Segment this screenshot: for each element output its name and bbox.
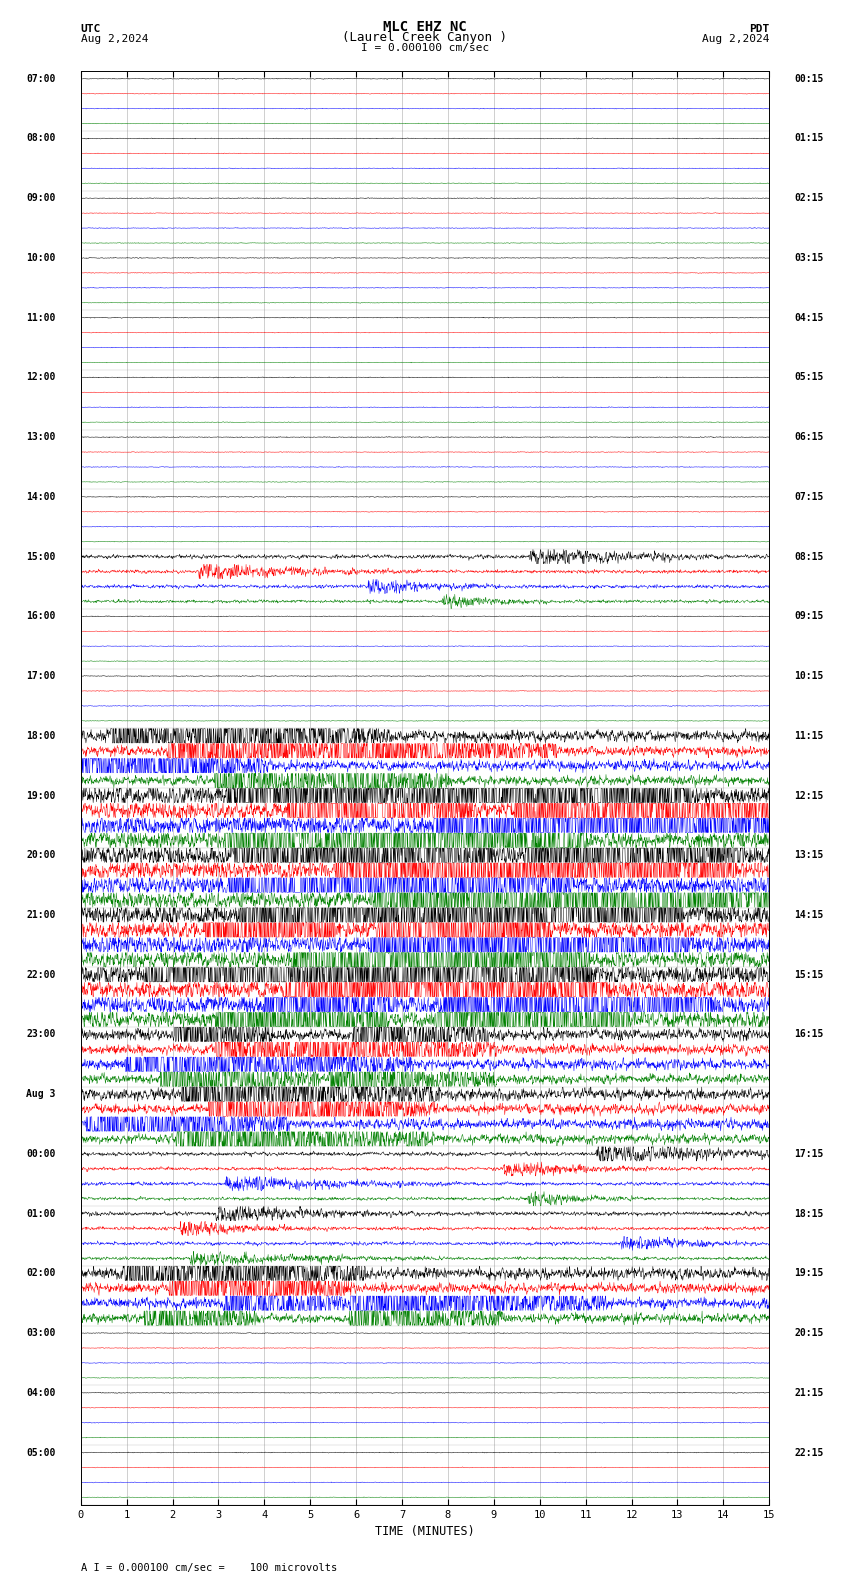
Text: MLC EHZ NC: MLC EHZ NC [383,21,467,33]
Text: 01:00: 01:00 [26,1209,55,1218]
Text: Aug 3: Aug 3 [26,1090,55,1099]
Text: I = 0.000100 cm/sec: I = 0.000100 cm/sec [361,43,489,52]
Text: Aug 2,2024: Aug 2,2024 [702,33,769,43]
Text: 20:15: 20:15 [795,1327,824,1338]
Text: 03:00: 03:00 [26,1327,55,1338]
Text: 02:15: 02:15 [795,193,824,203]
Text: 05:15: 05:15 [795,372,824,382]
Text: 23:00: 23:00 [26,1030,55,1039]
Text: 16:00: 16:00 [26,611,55,621]
Text: 01:15: 01:15 [795,133,824,144]
Text: 12:15: 12:15 [795,790,824,800]
Text: 22:15: 22:15 [795,1448,824,1457]
Text: A I = 0.000100 cm/sec =    100 microvolts: A I = 0.000100 cm/sec = 100 microvolts [81,1563,337,1573]
Text: 09:00: 09:00 [26,193,55,203]
Text: 10:00: 10:00 [26,253,55,263]
Text: 18:00: 18:00 [26,730,55,741]
Text: 13:15: 13:15 [795,851,824,860]
Text: 18:15: 18:15 [795,1209,824,1218]
Text: 07:00: 07:00 [26,74,55,84]
Text: UTC: UTC [81,24,101,33]
Text: (Laurel Creek Canyon ): (Laurel Creek Canyon ) [343,30,507,43]
Text: 04:00: 04:00 [26,1388,55,1397]
Text: 11:15: 11:15 [795,730,824,741]
Text: 04:15: 04:15 [795,312,824,323]
Text: 16:15: 16:15 [795,1030,824,1039]
Text: 08:00: 08:00 [26,133,55,144]
Text: 17:15: 17:15 [795,1148,824,1159]
Text: 08:15: 08:15 [795,551,824,562]
Text: 05:00: 05:00 [26,1448,55,1457]
Text: 10:15: 10:15 [795,672,824,681]
Text: 11:00: 11:00 [26,312,55,323]
Text: 02:00: 02:00 [26,1269,55,1278]
Text: 06:15: 06:15 [795,432,824,442]
Text: 00:15: 00:15 [795,74,824,84]
Text: 07:15: 07:15 [795,493,824,502]
Text: Aug 2,2024: Aug 2,2024 [81,33,148,43]
Text: 09:15: 09:15 [795,611,824,621]
Text: 13:00: 13:00 [26,432,55,442]
Text: 21:00: 21:00 [26,909,55,920]
Text: 19:00: 19:00 [26,790,55,800]
Text: 03:15: 03:15 [795,253,824,263]
Text: 20:00: 20:00 [26,851,55,860]
Text: 15:15: 15:15 [795,969,824,979]
Text: PDT: PDT [749,24,769,33]
Text: 17:00: 17:00 [26,672,55,681]
Text: 12:00: 12:00 [26,372,55,382]
X-axis label: TIME (MINUTES): TIME (MINUTES) [375,1525,475,1538]
Text: 15:00: 15:00 [26,551,55,562]
Text: 22:00: 22:00 [26,969,55,979]
Text: 21:15: 21:15 [795,1388,824,1397]
Text: 14:00: 14:00 [26,493,55,502]
Text: 00:00: 00:00 [26,1148,55,1159]
Text: 14:15: 14:15 [795,909,824,920]
Text: 19:15: 19:15 [795,1269,824,1278]
